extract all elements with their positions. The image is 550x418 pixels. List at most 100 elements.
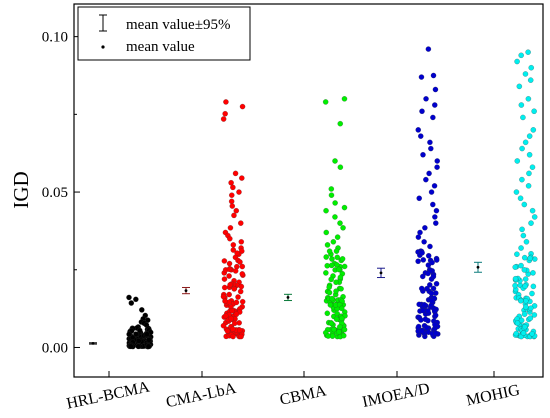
data-point <box>431 182 438 189</box>
legend-dot-icon <box>101 45 105 49</box>
data-point <box>145 343 152 350</box>
data-point <box>518 52 525 59</box>
data-point <box>518 245 524 251</box>
data-point <box>417 133 424 139</box>
data-point <box>238 283 245 290</box>
data-point <box>127 343 134 350</box>
series-mohig <box>512 49 538 340</box>
plot-area <box>73 3 544 378</box>
data-point <box>418 285 425 292</box>
data-point <box>339 256 346 262</box>
data-point <box>228 179 234 186</box>
data-point <box>332 214 338 220</box>
data-point <box>423 95 429 102</box>
data-point <box>514 251 520 258</box>
data-point <box>525 182 532 189</box>
data-point <box>522 304 529 310</box>
data-point <box>431 214 438 220</box>
data-point <box>419 249 425 256</box>
data-point <box>220 322 227 329</box>
data-point <box>226 273 232 279</box>
data-point <box>138 307 145 313</box>
data-point <box>418 74 425 80</box>
data-point <box>328 186 335 192</box>
data-point <box>237 288 244 295</box>
data-point <box>430 285 437 292</box>
data-point <box>419 108 425 115</box>
data-point <box>418 317 424 323</box>
data-point <box>512 275 519 282</box>
data-point <box>233 299 240 306</box>
data-point <box>522 276 529 282</box>
data-point <box>333 288 339 295</box>
data-point <box>229 203 236 209</box>
data-point <box>228 315 235 322</box>
data-point <box>323 207 329 214</box>
data-point <box>340 332 347 339</box>
data-point <box>334 234 341 240</box>
data-point <box>433 330 439 337</box>
data-point <box>420 257 427 263</box>
data-point <box>431 307 438 314</box>
data-point <box>230 333 236 340</box>
data-point <box>235 294 241 300</box>
data-point <box>232 170 239 177</box>
data-point <box>517 195 524 202</box>
data-point <box>333 279 339 286</box>
data-point <box>415 323 422 330</box>
data-point <box>323 254 330 260</box>
data-point <box>324 310 331 317</box>
data-point <box>513 189 520 195</box>
data-point <box>424 285 430 292</box>
data-point <box>328 192 335 199</box>
data-point <box>133 296 139 303</box>
data-point <box>227 224 234 231</box>
data-point <box>420 151 426 158</box>
legend-box <box>77 6 251 61</box>
data-point <box>521 254 528 261</box>
data-point <box>433 280 440 287</box>
data-point <box>522 283 529 290</box>
data-point <box>326 284 333 291</box>
y-tick-label: 0.05 <box>42 185 68 201</box>
data-point <box>425 270 431 277</box>
data-point <box>529 207 536 214</box>
data-point <box>233 207 240 214</box>
data-point <box>525 95 532 102</box>
data-point <box>427 243 433 250</box>
data-point <box>229 307 235 314</box>
data-point <box>221 284 228 291</box>
data-point <box>230 184 236 191</box>
data-point <box>518 317 525 324</box>
data-point <box>333 248 340 254</box>
data-point <box>328 320 335 327</box>
data-point <box>329 256 335 262</box>
data-point <box>234 250 240 256</box>
data-point <box>237 220 244 226</box>
data-point <box>144 317 151 323</box>
data-point <box>528 64 535 71</box>
data-point <box>239 263 246 270</box>
series-imoea-d <box>415 46 441 340</box>
data-point <box>133 331 139 337</box>
data-point <box>427 139 433 146</box>
data-point <box>430 72 437 79</box>
data-point <box>332 200 338 206</box>
data-point <box>422 316 429 323</box>
mean-dot <box>91 342 95 345</box>
data-point <box>521 311 528 317</box>
data-point <box>324 262 331 269</box>
data-point <box>233 311 240 318</box>
data-point <box>514 320 521 326</box>
data-point <box>519 226 525 233</box>
data-point <box>239 271 246 277</box>
data-point <box>222 313 229 319</box>
data-point <box>530 127 537 133</box>
data-point <box>336 329 342 335</box>
data-point <box>420 307 426 314</box>
data-point <box>531 214 538 220</box>
data-point <box>144 331 150 338</box>
data-point <box>231 212 237 219</box>
confidence-intervals <box>89 261 482 345</box>
data-point <box>231 320 238 327</box>
